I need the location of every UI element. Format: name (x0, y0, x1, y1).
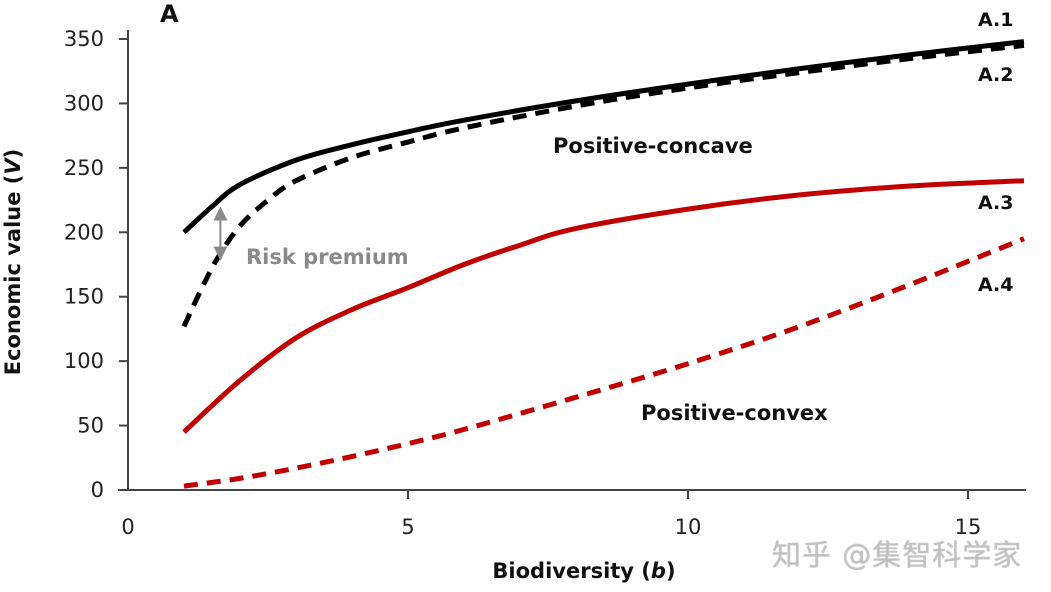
series-label-a4: A.4 (978, 274, 1014, 296)
series-line-a4 (183, 236, 1025, 489)
x-tick-label: 5 (401, 515, 414, 539)
axes: 0 50 100 150 200 250 300 350 0 5 10 15 (64, 27, 1026, 539)
y-tick-label: 0 (91, 478, 104, 502)
watermark: 知乎 @集智科学家 (772, 538, 1023, 572)
positive-concave-label: Positive-concave (553, 134, 753, 158)
y-axis-title-var: V (1, 157, 25, 175)
risk-premium-label: Risk premium (246, 245, 409, 269)
risk-arrow-head-down (213, 246, 228, 261)
y-tick-label: 50 (77, 414, 104, 438)
risk-premium-arrow (213, 206, 228, 261)
y-tick-label: 300 (64, 91, 104, 115)
panel-label: A (160, 0, 179, 28)
risk-arrow-head-up (213, 206, 228, 221)
series-line-a1 (182, 39, 1025, 235)
series-label-a3: A.3 (978, 192, 1014, 214)
series-label-a1: A.1 (978, 9, 1014, 31)
y-ticks: 0 50 100 150 200 250 300 350 (64, 27, 128, 502)
series-label-a2: A.2 (978, 64, 1014, 86)
x-tick-label: 10 (675, 515, 702, 539)
positive-convex-label: Positive-convex (641, 401, 828, 425)
y-tick-label: 350 (64, 27, 104, 51)
x-ticks: 0 5 10 15 (121, 490, 981, 539)
y-axis-title-prefix: Economic value ( (1, 175, 25, 376)
x-axis-title-suffix: ) (666, 559, 676, 583)
series-line-a3 (182, 178, 1025, 434)
x-axis-title-prefix: Biodiversity ( (492, 559, 650, 583)
y-tick-label: 200 (64, 220, 104, 244)
series-group (181, 39, 1025, 489)
x-tick-label: 15 (955, 515, 982, 539)
x-tick-label: 0 (121, 515, 134, 539)
x-axis-title: Biodiversity (b) (492, 559, 675, 583)
y-tick-label: 150 (64, 285, 104, 309)
y-tick-label: 250 (64, 156, 104, 180)
series-line-a2 (181, 42, 1025, 328)
y-axis-title-suffix: ) (1, 149, 25, 159)
x-axis-title-var: b (651, 559, 666, 583)
y-tick-label: 100 (64, 349, 104, 373)
y-axis-title: Economic value (V) (1, 149, 25, 375)
